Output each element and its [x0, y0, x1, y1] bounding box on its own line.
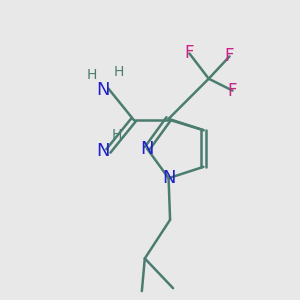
Text: N: N [96, 81, 110, 99]
Text: N: N [162, 169, 175, 187]
Text: F: F [228, 82, 237, 100]
Text: F: F [225, 47, 234, 65]
Text: H: H [114, 65, 124, 79]
Text: F: F [184, 44, 194, 62]
Text: N: N [140, 140, 154, 158]
Text: H: H [112, 128, 122, 142]
Text: H: H [87, 68, 97, 82]
Text: N: N [96, 142, 110, 160]
